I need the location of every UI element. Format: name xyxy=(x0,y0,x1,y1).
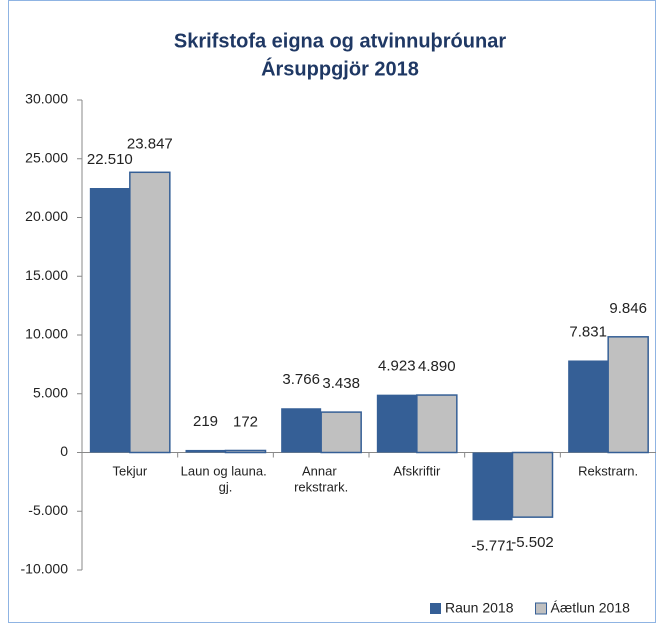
y-tick-label: 10.000 xyxy=(25,326,68,342)
x-tick-label: Afskriftir xyxy=(393,464,441,479)
bar xyxy=(376,394,417,453)
value-label: 7.831 xyxy=(569,323,607,340)
value-label: 23.847 xyxy=(127,135,173,152)
chart-title: Skrifstofa eigna og atvinnuþróunar xyxy=(174,30,506,52)
x-tick-label: Tekjur xyxy=(112,464,147,479)
legend-label: Áætlun 2018 xyxy=(551,600,631,616)
value-label: 3.766 xyxy=(282,371,320,388)
chart-subtitle: Ársuppgjör 2018 xyxy=(261,57,419,80)
value-label: 4.890 xyxy=(418,358,456,375)
value-label: -5.502 xyxy=(511,534,554,551)
y-tick-label: 25.000 xyxy=(25,149,68,165)
y-tick-label: 5.000 xyxy=(33,384,68,400)
value-label: 172 xyxy=(233,413,258,430)
y-tick-label: 30.000 xyxy=(25,91,68,107)
y-tick-label: 0 xyxy=(60,443,68,459)
bar xyxy=(416,394,458,454)
x-tick-label: Rekstrarn. xyxy=(578,464,638,479)
legend-label: Raun 2018 xyxy=(445,600,514,616)
value-label: 4.923 xyxy=(378,358,416,375)
bar xyxy=(224,449,267,454)
value-label: 9.846 xyxy=(609,300,647,317)
x-tick-label: Laun og launa. gj. xyxy=(181,464,271,495)
bar xyxy=(472,452,513,521)
bar xyxy=(607,336,649,454)
x-tick-label: Annar rekstrark. xyxy=(294,464,348,495)
bar xyxy=(511,451,554,518)
value-label: -5.771 xyxy=(471,537,514,554)
y-tick-label: 15.000 xyxy=(25,267,68,283)
value-label: 219 xyxy=(193,413,218,430)
y-tick-label: -5.000 xyxy=(28,502,68,518)
value-label: 3.438 xyxy=(322,375,360,392)
bar xyxy=(320,411,362,454)
bar xyxy=(89,188,130,453)
value-label: 22.510 xyxy=(87,151,133,168)
y-tick-label: -10.000 xyxy=(21,561,69,577)
legend-swatch xyxy=(430,603,441,614)
y-tick-label: 20.000 xyxy=(25,208,68,224)
bar xyxy=(281,408,322,453)
bar xyxy=(568,360,609,453)
bar xyxy=(129,171,171,454)
bar xyxy=(185,449,226,453)
legend-swatch xyxy=(535,602,548,615)
